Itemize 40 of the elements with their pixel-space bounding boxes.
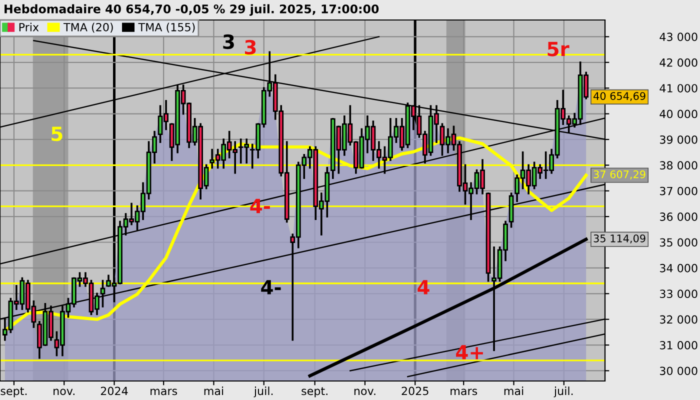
legend-label: Prix xyxy=(19,22,39,32)
y-tick-label: 35 000 xyxy=(660,238,698,247)
x-tick-label: juil. xyxy=(254,386,273,398)
y-tick-label: 33 000 xyxy=(660,290,698,298)
y-tick-label: 38 000 xyxy=(660,161,698,170)
y-tick-label: 37 000 xyxy=(660,186,698,196)
legend-label: TMA (155) xyxy=(138,22,195,33)
x-tick-label: 2025 xyxy=(402,386,428,396)
y-tick-label: 39 000 xyxy=(660,135,698,144)
annotation: 4- xyxy=(261,280,281,294)
annotation: 3 xyxy=(245,40,256,55)
annotation: 5r xyxy=(548,42,570,56)
x-tick-label: juil. xyxy=(554,386,573,398)
x-tick-label: sept. xyxy=(302,387,328,398)
x-tick-label: sept. xyxy=(0,387,27,398)
x-tick-label: mars xyxy=(450,388,478,396)
x-tick-label: mars xyxy=(150,388,178,396)
data-label: 35 114,09 xyxy=(594,234,646,244)
y-tick-label: 31 000 xyxy=(660,341,698,350)
annotation: 3 xyxy=(223,34,234,50)
annotation: 4 xyxy=(418,280,430,294)
y-tick-label: 43 000 xyxy=(660,32,698,42)
x-tick-label: 2024 xyxy=(100,386,128,396)
chart-title: Hebdomadaire 40 654,70 -0,05 % 29 juil. 2025, 17:00:00 xyxy=(4,4,379,16)
y-tick-label: 42 000 xyxy=(660,58,698,67)
x-tick-label: mai xyxy=(204,386,224,396)
x-tick-label: nov. xyxy=(54,388,74,396)
y-tick-label: 32 000 xyxy=(660,315,698,324)
y-tick-label: 40 000 xyxy=(660,110,698,118)
x-tick-label: nov. xyxy=(354,388,376,396)
x-tick-label: mai xyxy=(504,386,524,396)
data-label: 37 607,29 xyxy=(594,170,646,180)
annotation: 5 xyxy=(52,126,62,142)
y-tick-label: 30 000 xyxy=(660,366,698,376)
data-label: 40 654,69 xyxy=(594,92,646,102)
annotation: 4+ xyxy=(456,345,483,360)
legend-label: TMA (20) xyxy=(63,22,113,33)
y-tick-label: 36 000 xyxy=(660,212,698,221)
y-tick-label: 41 000 xyxy=(660,84,698,92)
y-tick-label: 34 000 xyxy=(660,264,698,272)
